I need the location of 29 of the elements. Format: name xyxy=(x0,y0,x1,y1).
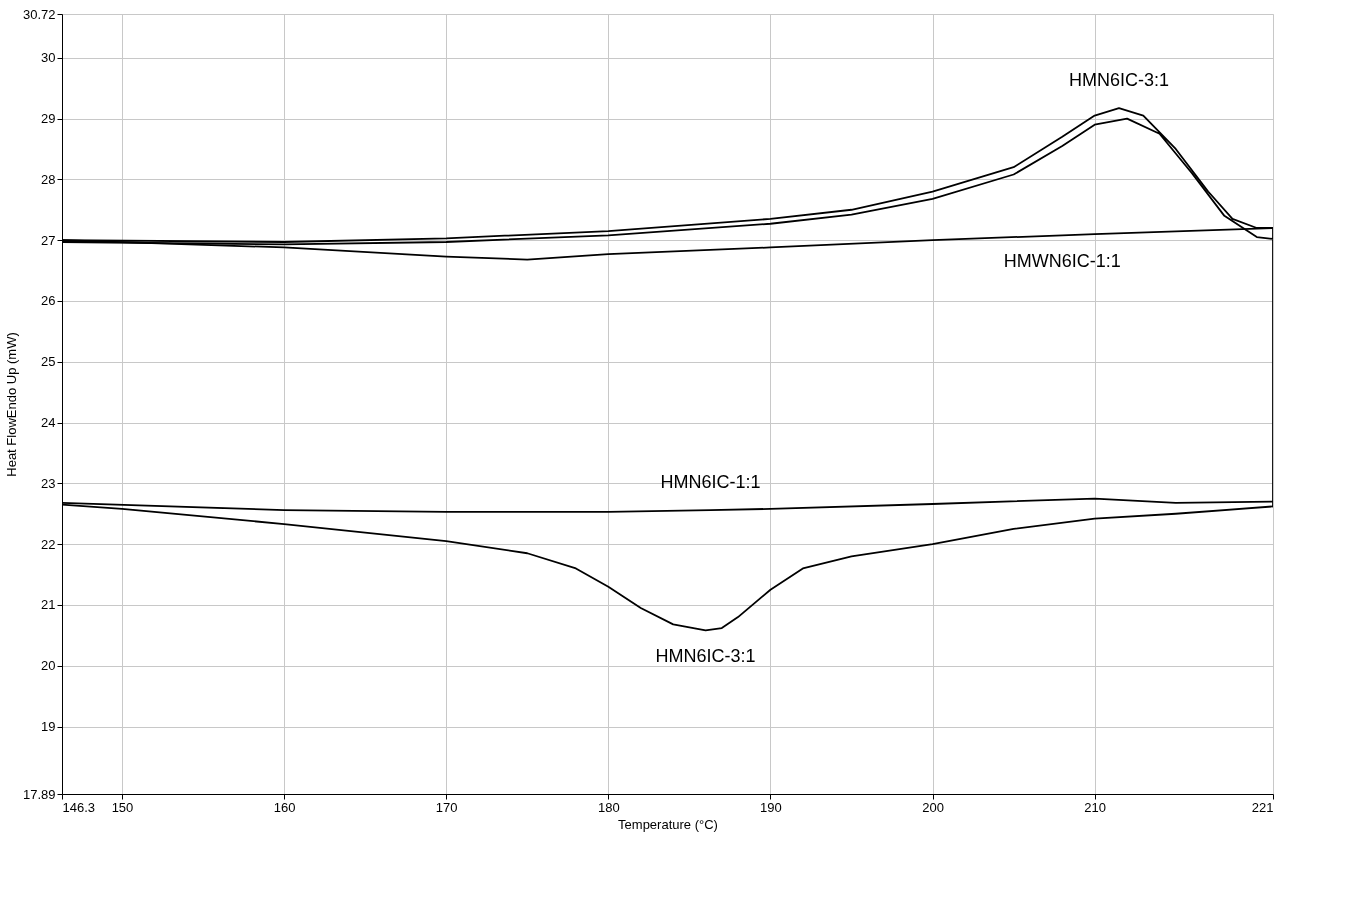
y-axis-title: Heat FlowEndo Up (mW) xyxy=(3,332,19,477)
annotation: HMN6IC-3:1 xyxy=(1068,70,1170,91)
y-tick-label: 30 xyxy=(41,50,56,66)
y-tick-label: 19 xyxy=(41,719,56,735)
y-tick-label: 26 xyxy=(41,293,56,309)
x-tick-label: 160 xyxy=(273,799,296,815)
y-tick-label: 21 xyxy=(41,597,56,613)
y-tick-label: 25 xyxy=(41,354,56,370)
x-tick-label: 210 xyxy=(1084,799,1107,815)
y-tick-label: 23 xyxy=(41,475,56,491)
annotation: HMWN6IC-1:1 xyxy=(1003,251,1121,272)
y-tick-label: 24 xyxy=(41,415,56,431)
annotation: HMN6IC-3:1 xyxy=(655,646,756,667)
x-tick-label: 200 xyxy=(922,799,944,815)
y-tick-label: 30.72 xyxy=(22,6,56,22)
x-tick-label: 180 xyxy=(597,799,620,815)
x-tick-label: 146.3 xyxy=(62,799,96,815)
y-tick-label: 22 xyxy=(41,536,56,552)
y-tick-label: 29 xyxy=(41,111,56,127)
y-tick-label: 17.89 xyxy=(22,786,56,802)
x-axis-title: Temperature (°C) xyxy=(618,816,718,832)
x-tick-label: 150 xyxy=(111,799,134,815)
x-tick-label: 221 xyxy=(1251,799,1274,815)
x-tick-label: 190 xyxy=(760,799,782,815)
x-tick-label: 170 xyxy=(435,799,458,815)
y-tick-label: 20 xyxy=(41,658,56,674)
y-tick-label: 27 xyxy=(41,232,56,248)
annotation: HMN6IC-1:1 xyxy=(660,472,761,493)
y-tick-label: 28 xyxy=(41,171,56,187)
